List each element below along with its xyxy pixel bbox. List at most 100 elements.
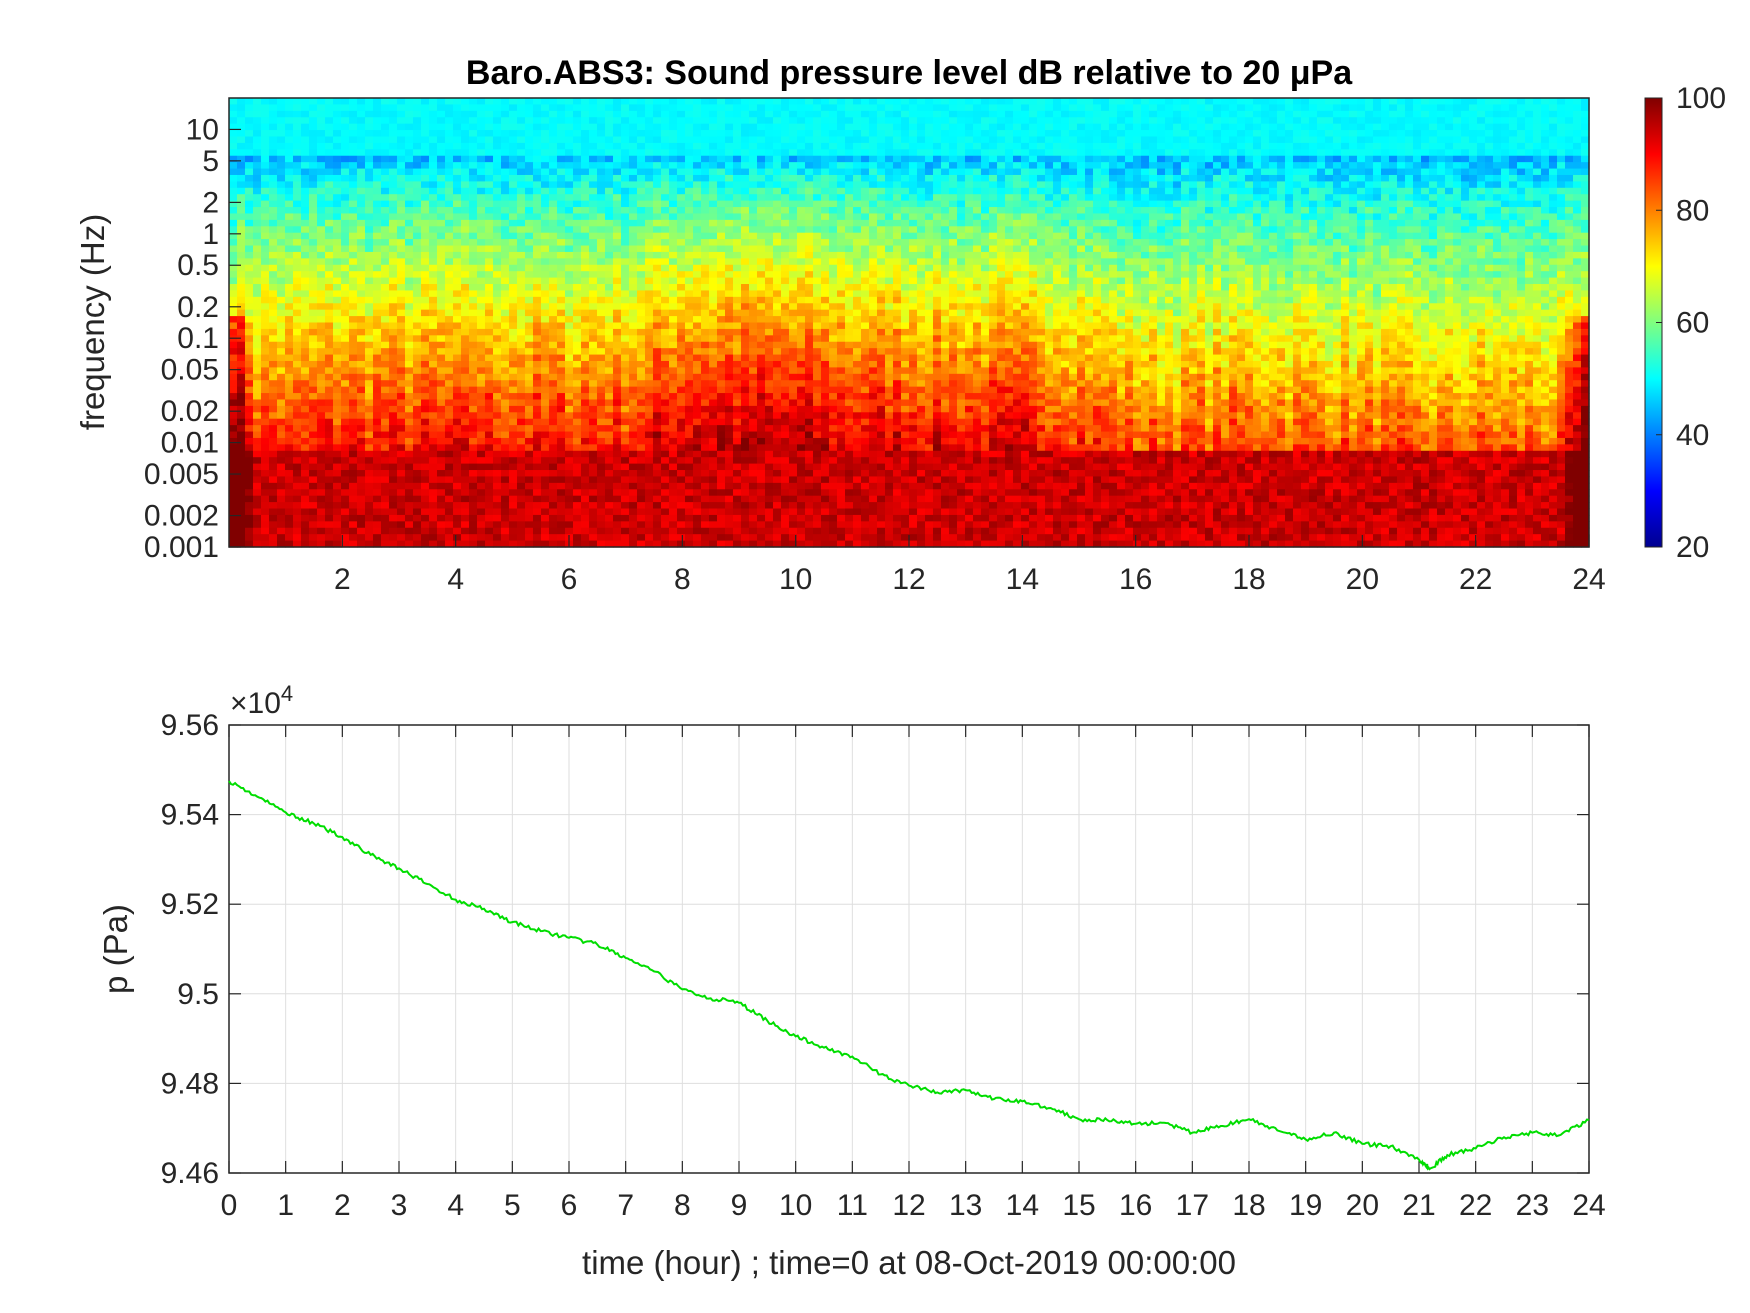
spectrogram-cell [645,361,654,368]
spectrogram-cell [613,470,622,477]
spectrogram-cell [269,470,278,477]
spectrogram-cell [245,502,254,509]
spectrogram-cell [573,290,582,297]
spectrogram-cell [421,399,430,406]
spectrogram-cell [773,509,782,516]
spectrogram-cell [285,329,294,336]
spectrogram-cell [469,104,478,111]
spectrogram-cell [429,284,438,291]
spectrogram-cell [773,374,782,381]
spectrogram-cell [693,226,702,233]
spectrogram-cell [293,438,302,445]
spectrogram-cell [789,380,798,387]
spectrogram-cell [749,451,758,458]
spectrogram-cell [637,323,646,330]
spectrogram-cell [245,175,254,182]
spectrogram-cell [485,162,494,169]
spectrogram-cell [493,534,502,541]
spectrogram-cell [525,464,534,471]
spectrogram-cell [389,175,398,182]
spectrogram-cell [733,534,742,541]
spectrogram-cell [309,521,318,528]
spectrogram-cell [781,502,790,509]
spectrogram-cell [397,233,406,240]
spectrogram-cell [277,278,286,285]
spectrogram-cell [341,175,350,182]
spectrogram-cell [685,265,694,272]
spectrogram-cell [685,425,694,432]
spectrogram-cell [789,246,798,253]
spectrogram-cell [309,124,318,131]
spectrogram-cell [549,156,558,163]
spectrogram-cell [469,393,478,400]
spectrogram-cell [325,136,334,143]
spectrogram-cell [381,425,390,432]
spectrogram-cell [365,124,374,131]
spectrogram-cell [533,348,542,355]
spectrogram-cell [717,502,726,509]
spectrogram-cell [381,303,390,310]
spectrogram-cell [325,515,334,522]
spectrogram-cell [765,367,774,374]
spectrogram-cell [269,303,278,310]
spectrogram-cell [725,175,734,182]
spectrogram-cell [253,323,262,330]
spectrogram-cell [677,136,686,143]
spectrogram-cell [469,387,478,394]
spectrogram-cell [229,380,238,387]
spectrogram-cell [413,528,422,535]
spectrogram-cell [717,316,726,323]
spectrogram-cell [325,303,334,310]
spectrogram-cell [677,124,686,131]
spectrogram-cell [253,169,262,176]
spectrogram-cell [373,380,382,387]
spectrogram-cell [261,169,270,176]
spectrogram-cell [333,399,342,406]
spectrogram-cell [653,457,662,464]
spectrogram-cell [589,406,598,413]
spectrogram-cell [669,265,678,272]
spectrogram-cell [509,528,518,535]
spectrogram-cell [725,367,734,374]
spectrogram-cell [349,271,358,278]
spectrogram-cell [493,284,502,291]
spectrogram-cell [357,457,366,464]
spectrogram-cell [325,323,334,330]
spectrogram-cell [693,489,702,496]
spectrogram-cell [229,226,238,233]
spectrogram-cell [533,329,542,336]
spectrogram-cell [613,297,622,304]
spectrogram-cell [285,432,294,439]
spectrogram-cell [437,374,446,381]
spectrogram-cell [621,419,630,426]
spectrogram-cell [645,265,654,272]
spectrogram-cell [765,143,774,150]
spectrogram-cell [333,136,342,143]
spectrogram-cell [661,297,670,304]
spectrogram-cell [773,489,782,496]
spectrogram-cell [741,233,750,240]
spectrogram-cell [741,169,750,176]
spectrogram-cell [685,367,694,374]
spectrogram-cell [661,175,670,182]
spectrogram-cell [373,220,382,227]
spectrogram-cell [389,483,398,490]
spectrogram-cell [293,316,302,323]
spectrogram-cell [533,342,542,349]
spectrogram-cell [453,162,462,169]
spectrogram-cell [285,278,294,285]
spectrogram-cell [797,265,806,272]
spectrogram-cell [357,476,366,483]
spectrogram-cell [253,181,262,188]
spectrogram-cell [733,444,742,451]
spectrogram-cell [269,355,278,362]
spectrogram-cell [333,367,342,374]
spectrogram-cell [509,297,518,304]
spectrogram-cell [741,111,750,118]
spectrogram-cell [501,502,510,509]
spectrogram-cell [533,213,542,220]
spectrogram-cell [405,162,414,169]
spectrogram-cell [245,220,254,227]
spectrogram-cell [349,361,358,368]
spectrogram-cell [429,444,438,451]
